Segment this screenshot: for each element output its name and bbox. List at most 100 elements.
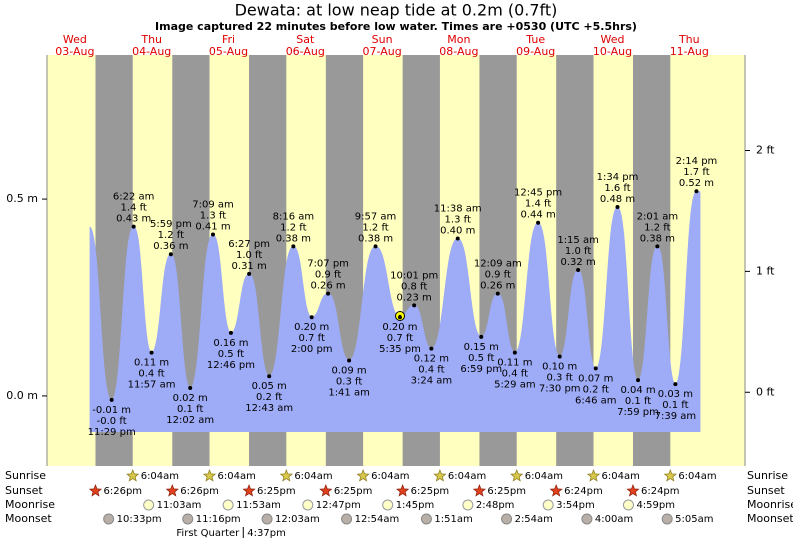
tide-label: 10:01 pm (390, 270, 438, 281)
tide-label: 6:46 am (575, 395, 617, 406)
tide-label: 0.20 m (382, 322, 417, 333)
row-label: Moonset (5, 512, 52, 525)
sunrise-icon (126, 469, 140, 482)
tide-point (373, 244, 378, 249)
tide-label: 1.4 ft (120, 203, 146, 214)
tide-label: 0.1 ft (662, 400, 688, 411)
y2-tick-label: 1 ft (756, 264, 775, 277)
tide-label: 0.41 m (195, 222, 230, 233)
tide-label: 6:59 pm (460, 364, 502, 375)
tide-label: 0.26 m (310, 281, 345, 292)
tide-label: 1.2 ft (644, 222, 670, 233)
moonrise-icon (382, 499, 394, 511)
moonrise-icon (622, 499, 634, 511)
moonset-time: 10:33pm (117, 514, 162, 525)
sunrise-time: 6:04am (448, 471, 486, 482)
tide-label: 0.05 m (252, 381, 287, 392)
tide-point (673, 382, 678, 387)
day-name: Thu (678, 33, 700, 46)
tide-label: 0.5 ft (468, 353, 494, 364)
y-tick-label: 0.5 m (6, 192, 38, 205)
tide-label: 2:14 pm (676, 156, 718, 167)
day-name: Thu (140, 33, 162, 46)
tide-point (397, 315, 402, 320)
tide-point (655, 244, 660, 249)
tide-label: 3:24 am (411, 376, 453, 387)
moonset-icon (182, 513, 194, 525)
tide-point (309, 315, 314, 320)
row-label: Sunrise (5, 469, 46, 482)
moonset-icon (341, 513, 353, 525)
sunrise-icon (279, 469, 293, 482)
tide-label: 0.10 m (542, 362, 577, 373)
plot-foreground: Wed03-AugThu04-AugFri05-AugSat06-AugSun0… (5, 33, 793, 539)
moonset-icon (261, 513, 273, 525)
sunrise-icon (433, 469, 447, 482)
day-name: Tue (525, 33, 545, 46)
moonset-time: 5:05am (675, 514, 713, 525)
tide-label: 7:07 pm (307, 259, 349, 270)
day-name: Sat (296, 33, 315, 46)
tide-label: 0.3 ft (336, 376, 362, 387)
moonrise-time: 4:59pm (636, 500, 675, 511)
tide-label: -0.0 ft (97, 416, 127, 427)
tide-label: 5:29 am (494, 380, 536, 391)
tide-label: 1.2 ft (280, 222, 306, 233)
sunset-icon (242, 484, 256, 497)
tide-point (479, 334, 484, 339)
tide-label: 0.07 m (578, 373, 613, 384)
tide-label: 0.4 ft (138, 369, 164, 380)
tide-label: 6:27 pm (228, 239, 270, 250)
tide-point (347, 358, 352, 363)
tide-label: 6:22 am (113, 192, 155, 203)
sunset-icon (549, 484, 563, 497)
tide-point (267, 374, 272, 379)
tide-label: 11:57 am (128, 380, 176, 391)
tide-label: 0.26 m (480, 281, 515, 292)
tide-label: 5:59 pm (150, 219, 192, 230)
tide-point (593, 366, 598, 371)
tide-label: 12:09 am (474, 259, 522, 270)
day-name: Sun (372, 33, 393, 46)
row-label: Moonrise (5, 498, 55, 511)
day-date: 10-Aug (593, 45, 632, 58)
moonset-time: 12:03am (275, 514, 320, 525)
tide-point (210, 232, 215, 237)
day-date: 09-Aug (516, 45, 555, 58)
tide-label: 0.11 m (497, 358, 532, 369)
sunrise-icon (356, 469, 370, 482)
tide-label: 0.7 ft (387, 333, 413, 344)
row-label: Sunset (747, 484, 785, 497)
day-date: 03-Aug (55, 45, 94, 58)
sunset-time: 6:25pm (411, 486, 450, 497)
moonrise-icon (462, 499, 474, 511)
tide-label: 0.12 m (414, 354, 449, 365)
moonrise-icon (143, 499, 155, 511)
tide-label: 0.04 m (620, 385, 655, 396)
tide-label: 0.2 ft (583, 384, 609, 395)
tide-label: 8:16 am (273, 211, 315, 222)
moon-phase-time: 4:37pm (247, 528, 286, 539)
tide-label: 0.1 ft (177, 404, 203, 415)
day-date: 08-Aug (439, 45, 478, 58)
row-label: Sunrise (747, 469, 788, 482)
sunset-icon (165, 484, 179, 497)
tide-fill (89, 191, 701, 432)
tide-label: 1.2 ft (158, 230, 184, 241)
tide-label: 0.40 m (440, 225, 475, 236)
tide-label: 1:34 pm (597, 172, 639, 183)
tide-label: 1.2 ft (362, 222, 388, 233)
moonset-icon (661, 513, 673, 525)
tide-point (149, 350, 154, 355)
day-name: Mon (447, 33, 470, 46)
tide-point (109, 397, 114, 402)
tide-point (636, 378, 641, 383)
moonset-icon (501, 513, 513, 525)
moonset-time: 12:54am (355, 514, 400, 525)
tide-label: 1.3 ft (445, 214, 471, 225)
moonrise-time: 1:45pm (396, 500, 435, 511)
tide-point (615, 204, 620, 209)
sunset-time: 6:24pm (564, 486, 603, 497)
sunrise-icon (510, 469, 524, 482)
tide-label: 0.38 m (276, 233, 311, 244)
